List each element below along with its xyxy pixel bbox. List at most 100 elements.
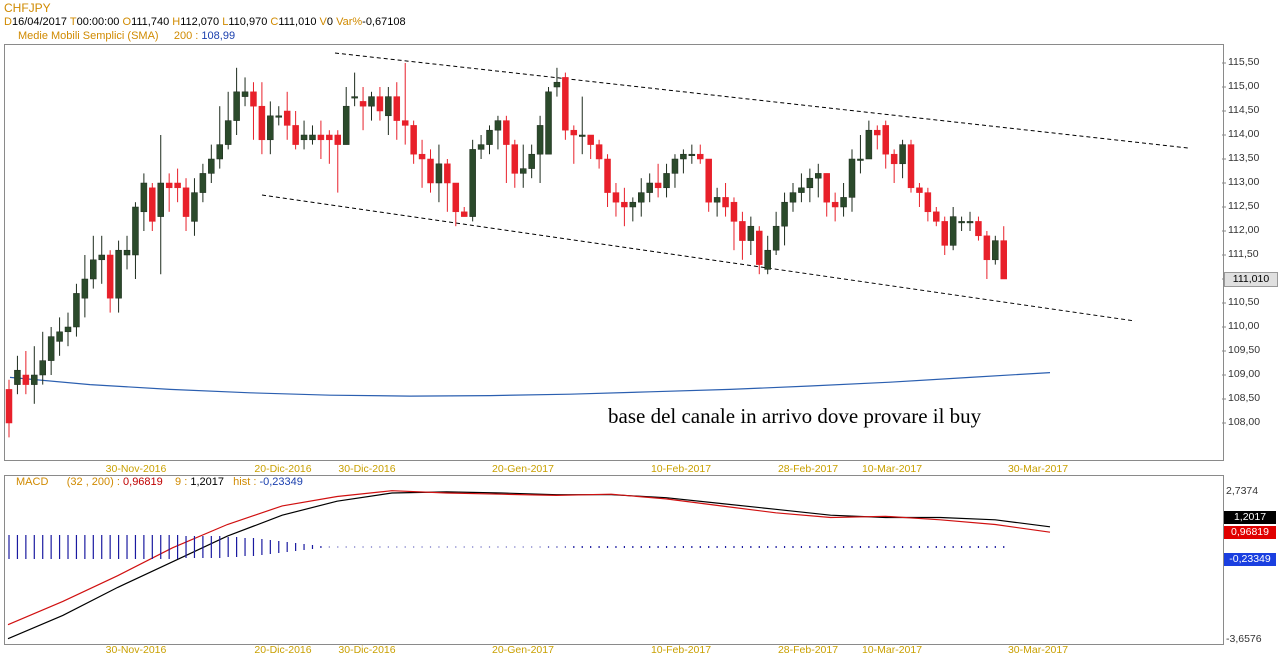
candle-body bbox=[208, 158, 215, 174]
candle-body bbox=[680, 153, 687, 160]
channel-top-line bbox=[334, 52, 1189, 149]
candle-body bbox=[460, 211, 468, 217]
candle-body bbox=[604, 158, 611, 193]
candle-body bbox=[31, 374, 38, 385]
close-value: 111,010 bbox=[278, 16, 317, 28]
candle-body bbox=[106, 254, 114, 299]
date-tick-label: 30-Mar-2017 bbox=[1007, 463, 1069, 475]
price-tick-label: 112,50 bbox=[1228, 200, 1260, 212]
candle-body bbox=[747, 225, 755, 241]
candle-body bbox=[697, 153, 704, 160]
sma-readout: Medie Mobili Semplici (SMA) 200 : 108,99 bbox=[18, 30, 236, 42]
candle-body bbox=[806, 177, 814, 189]
price-tick-label: 111,50 bbox=[1228, 248, 1259, 260]
candle-body bbox=[486, 129, 493, 145]
price-tick-label: 115,50 bbox=[1228, 56, 1260, 68]
macd-readout: MACD (32 , 200) : 0,96819 9 : 1,2017 his… bbox=[16, 476, 303, 488]
date-tick-label: 10-Mar-2017 bbox=[861, 644, 923, 656]
candle-body bbox=[882, 125, 889, 155]
candle-body bbox=[47, 336, 55, 361]
candle-body bbox=[39, 360, 46, 376]
candle-body bbox=[452, 182, 460, 213]
channel-bottom-line bbox=[261, 194, 1136, 322]
candle-body bbox=[874, 129, 881, 136]
candle-body bbox=[798, 187, 805, 193]
candle-body bbox=[300, 134, 308, 141]
date-tick-label: 30-Nov-2016 bbox=[105, 463, 167, 475]
candle-body bbox=[368, 96, 375, 107]
candle-body bbox=[595, 144, 603, 160]
volume-label: V bbox=[319, 16, 327, 28]
last-price-badge: 111,010 bbox=[1224, 272, 1278, 287]
candle-body bbox=[435, 163, 443, 184]
candle-body bbox=[359, 101, 367, 107]
candle-body bbox=[949, 216, 957, 246]
candle-body bbox=[258, 105, 266, 141]
candle-body bbox=[730, 201, 738, 222]
date-tick-label: 10-Mar-2017 bbox=[861, 463, 923, 475]
candle-body bbox=[90, 259, 97, 280]
candle-body bbox=[477, 144, 485, 150]
candle-body bbox=[140, 182, 148, 213]
candle-body bbox=[519, 168, 527, 174]
candle-body bbox=[688, 153, 696, 156]
candle-body bbox=[612, 192, 620, 203]
date-tick-label: 20-Gen-2017 bbox=[492, 463, 554, 475]
volume-value: 0 bbox=[326, 16, 333, 28]
candle-body bbox=[562, 77, 569, 131]
candle-body bbox=[536, 125, 544, 155]
candle-body bbox=[326, 134, 333, 141]
high-value: 112,070 bbox=[180, 16, 220, 28]
candle-body bbox=[115, 249, 122, 299]
price-tick-label: 112,00 bbox=[1228, 224, 1260, 236]
candle-body bbox=[351, 96, 358, 99]
price-tick-label: 113,00 bbox=[1228, 176, 1260, 188]
candle-body bbox=[149, 187, 156, 222]
candle-body bbox=[224, 120, 232, 145]
candle-body bbox=[283, 110, 291, 126]
date-tick-label: 30-Dic-2016 bbox=[338, 463, 396, 475]
candle-body bbox=[182, 187, 190, 217]
candle-body bbox=[157, 182, 164, 217]
candle-body bbox=[924, 192, 932, 213]
var-value: -0,67108 bbox=[362, 16, 406, 28]
candle-body bbox=[671, 158, 679, 174]
macd-line bbox=[7, 490, 1051, 626]
candle-body bbox=[342, 105, 350, 145]
candle-body bbox=[267, 115, 274, 141]
date-tick-label: 10-Feb-2017 bbox=[650, 463, 712, 475]
date-tick-label: 20-Dic-2016 bbox=[254, 463, 312, 475]
date-tick-label: 28-Feb-2017 bbox=[777, 644, 839, 656]
candle-body bbox=[165, 182, 173, 189]
time-label: T bbox=[69, 16, 77, 28]
low-value: 110,970 bbox=[228, 16, 268, 28]
candle-body bbox=[22, 374, 30, 385]
macd-axis-top: 2,7374 bbox=[1226, 485, 1259, 497]
price-tick-label: 114,50 bbox=[1228, 104, 1260, 116]
candle-body bbox=[722, 197, 729, 208]
price-tick-label: 115,00 bbox=[1228, 80, 1260, 92]
macd-panel[interactable] bbox=[4, 475, 1224, 645]
candle-body bbox=[73, 293, 80, 328]
hist-value: -0,23349 bbox=[259, 476, 303, 488]
candle-body bbox=[831, 201, 839, 208]
chart-annotation: base del canale in arrivo dove provare i… bbox=[608, 404, 982, 428]
candle-body bbox=[621, 201, 628, 208]
time-value: 00:00:00 bbox=[76, 16, 120, 28]
candle-body bbox=[233, 91, 240, 121]
candle-body bbox=[494, 120, 502, 131]
low-label: L bbox=[222, 16, 229, 28]
candle-body bbox=[132, 206, 139, 256]
candle-body bbox=[781, 201, 788, 227]
candle-body bbox=[578, 134, 586, 137]
candle-body bbox=[705, 158, 712, 203]
hist-badge: -0,23349 bbox=[1224, 553, 1276, 566]
candle-body bbox=[739, 221, 746, 241]
price-tick-label: 113,50 bbox=[1228, 152, 1260, 164]
date-tick-label: 28-Feb-2017 bbox=[777, 463, 839, 475]
price-tick-label: 109,50 bbox=[1228, 344, 1261, 356]
date-label: D bbox=[4, 16, 12, 28]
candle-body bbox=[241, 91, 249, 97]
high-label: H bbox=[172, 16, 181, 28]
price-tick-label: 109,00 bbox=[1228, 368, 1261, 380]
